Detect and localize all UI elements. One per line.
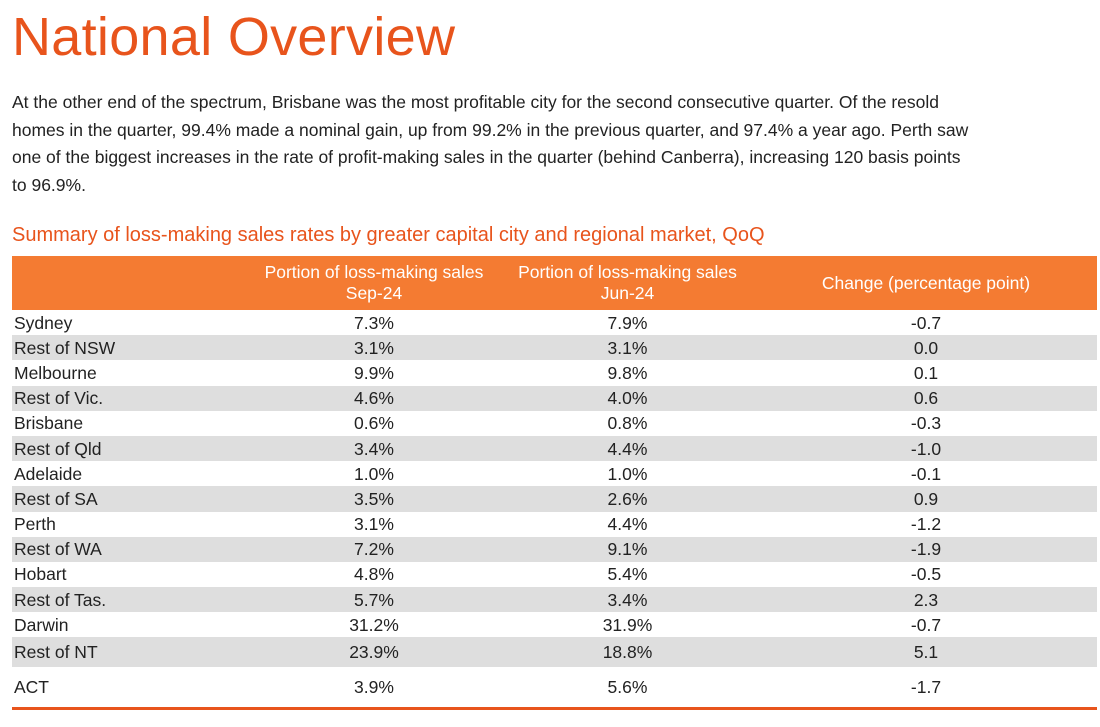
intro-paragraph: At the other end of the spectrum, Brisba…: [12, 92, 969, 195]
table-row: Brisbane 0.6% 0.8% -0.3: [12, 411, 1097, 436]
cell-sep24: 23.9%: [248, 637, 500, 668]
table-row: Rest of NT 23.9% 18.8% 5.1: [12, 637, 1097, 668]
cell-jun24: 4.4%: [500, 435, 755, 462]
cell-jun24: 3.1%: [500, 335, 755, 361]
table-row: Rest of WA 7.2% 9.1% -1.9: [12, 536, 1097, 562]
cell-jun24: 3.4%: [500, 587, 755, 613]
cell-sep24: 5.7%: [248, 587, 500, 613]
cell-sep24: 4.8%: [354, 564, 394, 585]
cell-change: -0.7: [910, 614, 942, 635]
cell-sep24: 7.3%: [354, 312, 394, 333]
cell-region: Rest of WA: [12, 536, 248, 562]
cell-region: Rest of Vic.: [12, 385, 248, 411]
cell-jun24: 31.9%: [602, 614, 653, 635]
table-row: ACT 3.9% 5.6% -1.7: [12, 667, 1097, 711]
cell-change: -1.9: [755, 536, 1097, 562]
cell-change: -0.3: [910, 413, 942, 434]
cell-jun24: 7.9%: [607, 312, 648, 333]
cell-change: 5.1: [755, 637, 1097, 668]
cell-jun24: 5.4%: [607, 564, 648, 585]
cell-region: Melbourne: [14, 362, 97, 383]
cell-sep24: 1.0%: [354, 463, 394, 484]
cell-sep24: 4.6%: [248, 385, 500, 411]
cell-region: Perth: [14, 514, 56, 535]
cell-sep24: 3.1%: [354, 514, 394, 535]
cell-jun24: 0.8%: [607, 413, 648, 434]
header-region: [12, 256, 248, 310]
cell-sep24: 0.6%: [354, 413, 394, 434]
loss-making-sales-table: Portion of loss-making sales Sep-24 Port…: [12, 256, 1097, 711]
cell-region: Rest of NT: [12, 637, 248, 668]
table-row: Rest of Vic. 4.6% 4.0% 0.6: [12, 385, 1097, 411]
cell-change: 0.1: [913, 362, 939, 383]
cell-change: -1.0: [755, 435, 1097, 462]
cell-jun24: 4.4%: [607, 514, 648, 535]
cell-region: Rest of NSW: [12, 335, 248, 361]
table-row: Rest of Tas. 5.7% 3.4% 2.3: [12, 587, 1097, 613]
cell-change: 2.3: [755, 587, 1097, 613]
cell-sep24: 7.2%: [248, 536, 500, 562]
table-row: Rest of Qld 3.4% 4.4% -1.0: [12, 435, 1097, 462]
cell-change: -1.2: [910, 514, 942, 535]
cell-region: Sydney: [14, 312, 73, 333]
cell-change: -0.5: [910, 564, 942, 585]
table-row: Rest of SA 3.5% 2.6% 0.9: [12, 486, 1097, 512]
cell-change: 0.9: [755, 486, 1097, 512]
cell-sep24: 3.5%: [248, 486, 500, 512]
cell-sep24: 3.1%: [248, 335, 500, 361]
summary-table-container: Portion of loss-making sales Sep-24 Port…: [12, 256, 1097, 711]
cell-sep24: 3.4%: [248, 435, 500, 462]
table-title: Summary of loss-making sales rates by gr…: [12, 224, 765, 246]
table-row: Perth 3.1% 4.4% -1.2: [12, 512, 1097, 537]
header-sep24: Portion of loss-making sales Sep-24: [248, 256, 500, 310]
header-change: Change (percentage point): [755, 256, 1097, 310]
cell-region: Hobart: [14, 564, 67, 585]
table-row: Adelaide 1.0% 1.0% -0.1: [12, 461, 1097, 486]
cell-jun24: 4.0%: [500, 385, 755, 411]
cell-jun24: 5.6%: [500, 667, 755, 711]
page-title: National Overview: [12, 7, 456, 67]
cell-change: -0.7: [910, 312, 942, 333]
cell-region: Rest of SA: [12, 486, 248, 512]
cell-sep24: 31.2%: [349, 614, 399, 635]
cell-jun24: 1.0%: [607, 463, 648, 484]
table-row: Sydney 7.3% 7.9% -0.7: [12, 310, 1097, 335]
cell-jun24: 18.8%: [500, 637, 755, 668]
table-body: Sydney 7.3% 7.9% -0.7 Rest of NSW 3.1% 3…: [12, 310, 1097, 711]
cell-region: Darwin: [14, 614, 69, 635]
cell-change: 0.0: [755, 335, 1097, 361]
header-jun24: Portion of loss-making sales Jun-24: [500, 256, 755, 310]
cell-sep24: 3.9%: [248, 667, 500, 711]
cell-change: 0.6: [755, 385, 1097, 411]
cell-jun24: 2.6%: [500, 486, 755, 512]
table-row: Melbourne 9.9% 9.8% 0.1: [12, 360, 1097, 385]
cell-change: -0.1: [910, 463, 942, 484]
cell-jun24: 9.8%: [607, 362, 648, 383]
cell-region: ACT: [12, 667, 248, 711]
cell-jun24: 9.1%: [500, 536, 755, 562]
cell-region: Brisbane: [14, 413, 84, 434]
table-row: Darwin 31.2% 31.9% -0.7: [12, 612, 1097, 637]
table-header: Portion of loss-making sales Sep-24 Port…: [12, 256, 1097, 310]
table-row: Hobart 4.8% 5.4% -0.5: [12, 562, 1097, 587]
cell-change: -1.7: [755, 667, 1097, 711]
cell-region: Adelaide: [14, 463, 83, 484]
cell-region: Rest of Tas.: [12, 587, 248, 613]
header-row: Portion of loss-making sales Sep-24 Port…: [12, 256, 1097, 310]
cell-sep24: 9.9%: [354, 362, 394, 383]
cell-region: Rest of Qld: [12, 435, 248, 462]
table-row: Rest of NSW 3.1% 3.1% 0.0: [12, 335, 1097, 361]
